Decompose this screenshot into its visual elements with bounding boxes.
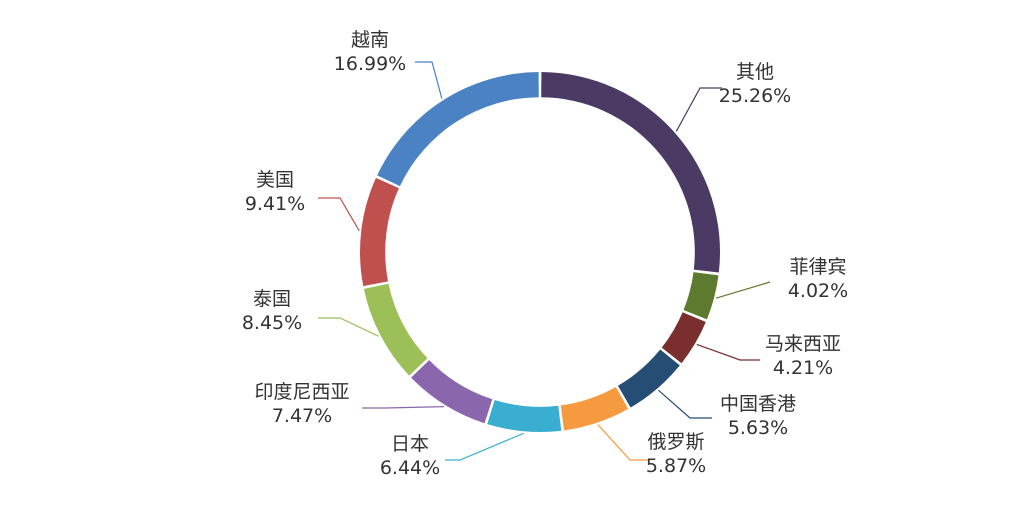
slice-俄罗斯 <box>560 386 629 431</box>
slice-label-value: 6.44% <box>380 457 440 479</box>
slice-印度尼西亚 <box>411 360 493 424</box>
slice-label-value: 4.02% <box>788 280 848 302</box>
slice-label-name: 马来西亚 <box>765 333 841 355</box>
slice-label-name: 泰国 <box>253 288 291 310</box>
slice-日本 <box>487 400 562 432</box>
slice-label-name: 越南 <box>351 29 389 51</box>
slice-中国香港 <box>617 349 680 408</box>
slice-label-name: 其他 <box>736 61 774 83</box>
slice-label-value: 9.41% <box>245 193 305 215</box>
slice-其他 <box>541 72 721 273</box>
slice-马来西亚 <box>661 312 706 364</box>
slice-label-value: 25.26% <box>719 85 791 107</box>
slice-label-name: 日本 <box>391 433 429 455</box>
slice-label-value: 16.99% <box>334 53 406 75</box>
slice-label-value: 8.45% <box>242 312 302 334</box>
slice-菲律宾 <box>683 272 719 320</box>
leader-line-中国香港 <box>658 389 712 419</box>
leader-line-美国 <box>318 197 360 232</box>
leader-line-菲律宾 <box>715 281 771 299</box>
leader-line-印度尼西亚 <box>362 406 445 409</box>
slice-label-value: 4.21% <box>773 357 833 379</box>
slice-label-value: 5.63% <box>728 417 788 439</box>
slice-label-value: 5.87% <box>646 455 706 477</box>
leader-lines <box>318 61 771 461</box>
donut-slices <box>360 72 721 432</box>
slice-label-name: 俄罗斯 <box>647 431 704 453</box>
slice-label-name: 印度尼西亚 <box>254 381 349 403</box>
leader-line-其他 <box>675 87 722 132</box>
slice-label-name: 美国 <box>256 169 294 191</box>
leader-line-越南 <box>415 61 443 99</box>
leader-line-泰国 <box>318 317 379 337</box>
leader-line-日本 <box>445 432 524 461</box>
slice-美国 <box>360 177 399 287</box>
leader-line-马来西亚 <box>696 343 760 361</box>
slice-泰国 <box>363 283 428 376</box>
slice-label-name: 中国香港 <box>720 393 796 415</box>
slice-label-name: 菲律宾 <box>789 256 846 278</box>
slice-越南 <box>377 72 539 187</box>
leader-line-俄罗斯 <box>597 424 650 461</box>
slice-label-value: 7.47% <box>272 405 332 427</box>
